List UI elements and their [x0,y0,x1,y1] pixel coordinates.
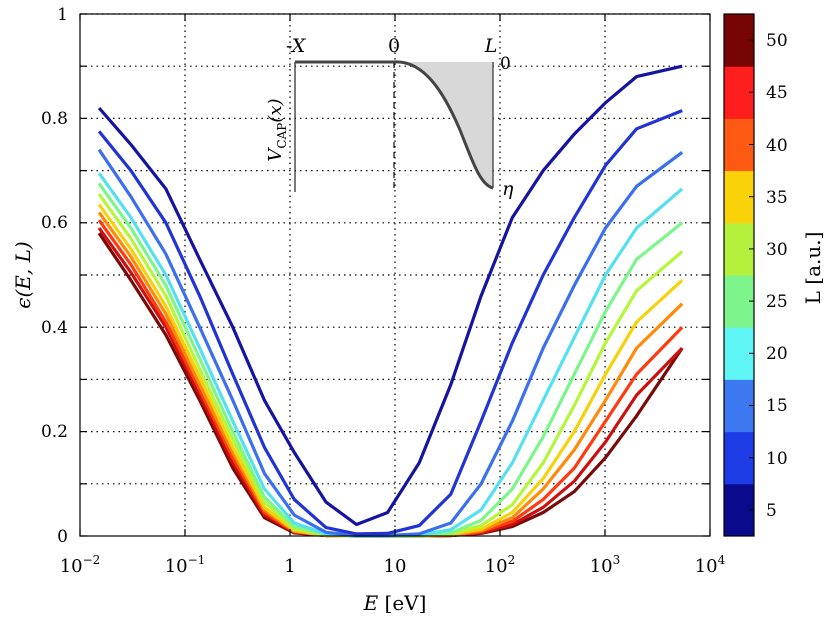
inset-y-label: VCAP(x) [265,98,289,161]
colorbar-tick-label: 25 [766,292,788,312]
colorbar-tick-label: 50 [766,31,788,51]
colorbar-title: L [a.u.] [801,232,825,305]
x-tick-label: 10−2 [60,553,101,577]
y-tick-label: 0.2 [41,422,68,442]
colorbar-tick-label: 40 [766,136,788,156]
colorbar-ticks [749,39,754,511]
inset-potential-curve [295,60,494,190]
series-lines [97,64,684,538]
inset-shaded-region [394,61,493,188]
series-line-L10 [97,109,683,536]
y-axis-title: ϵ(E, L) [11,241,35,308]
x-tick-label: 10 [384,556,407,577]
colorbar-tick-label: 10 [766,449,788,469]
y-tick-labels: 0 0.2 0.4 0.6 0.8 1 [41,5,68,547]
x-tick-label: 104 [695,553,726,577]
cap-inset: -X 0 L 0 η VCAP(x) [265,35,514,200]
colorbar-tick-label: 35 [766,188,788,208]
colorbar-tick-label: 15 [766,396,788,416]
colorbar-tick-label: 5 [766,501,777,521]
axis-ticks [79,13,711,537]
x-tick-label: 1 [284,556,295,577]
x-tick-label: 10−1 [165,553,206,577]
x-tick-labels: 10−2 10−1 1 10 102 103 104 [60,553,726,577]
series-line-L52.5 [97,232,684,538]
y-tick-label: 0 [57,527,68,547]
inset-label-zero-right: 0 [500,54,511,74]
inset-label-L: L [484,35,498,57]
colorbar-frame [723,13,755,537]
y-tick-label: 0.8 [41,109,68,129]
x-tick-label: 102 [485,553,516,577]
inset-label-minus-x: -X [286,35,307,57]
series-line-L5 [97,64,683,527]
colorbar-tick-label: 30 [766,240,788,260]
series-line-L50 [97,227,684,538]
y-tick-label: 0.4 [41,318,68,338]
y-tick-label: 1 [57,5,68,25]
colorbar [724,14,754,537]
colorbar-tick-label: 20 [766,344,788,364]
inset-label-zero-top: 0 [388,35,400,57]
inset-label-eta: η [502,178,514,200]
colorbar-tick-label: 45 [766,83,788,103]
x-axis-title: E [eV] [363,591,427,615]
colorbar-tick-labels: 5 10 15 20 25 30 35 40 45 50 [766,31,788,521]
y-tick-label: 0.6 [41,213,68,233]
x-tick-label: 103 [590,553,621,577]
